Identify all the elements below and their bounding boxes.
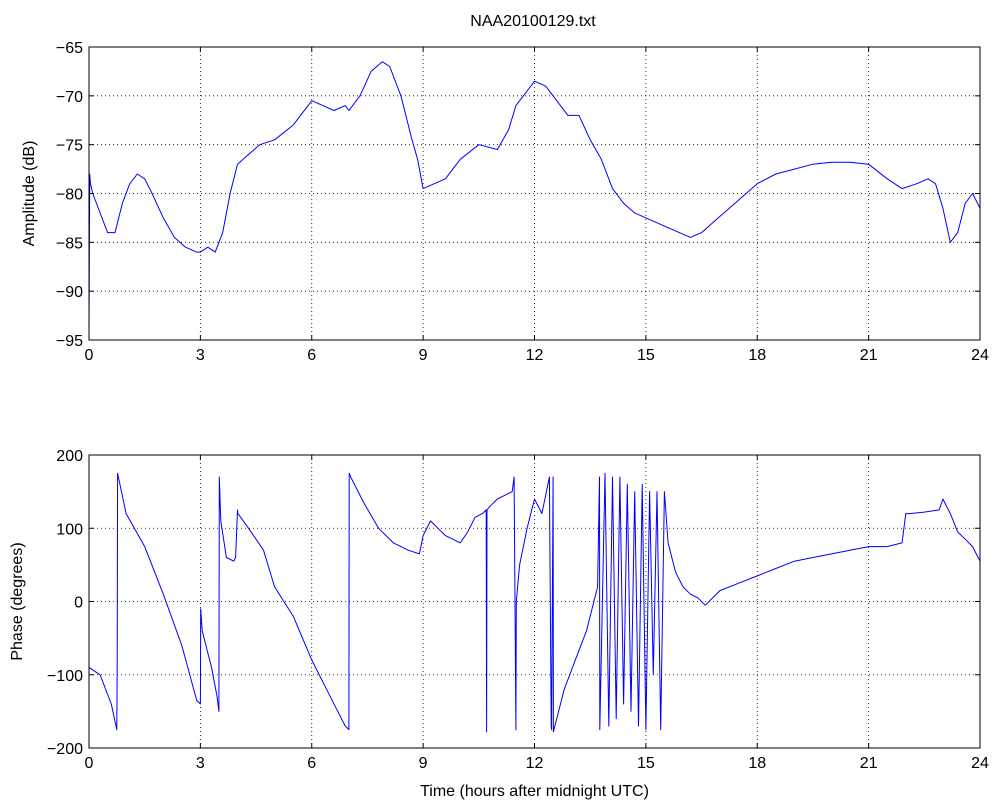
phase-y-tick-label: 100 (56, 521, 83, 538)
amplitude-y-tick-label: −90 (56, 284, 83, 301)
phase-x-ticks: 0 3 6 9 12 15 18 21 24 (85, 455, 989, 772)
amplitude-y-tick-label: −70 (56, 89, 83, 106)
phase-x-tick-label: 21 (860, 755, 878, 772)
amplitude-x-tick-label: 9 (419, 347, 428, 364)
amplitude-y-tick-label: −95 (56, 333, 83, 350)
amplitude-y-tick-label: −80 (56, 187, 83, 204)
phase-y-ticks: −200 −100 0 100 200 (47, 448, 980, 758)
amplitude-series (88, 61, 981, 331)
phase-y-tick-label: −100 (47, 668, 83, 685)
phase-x-tick-label: 0 (85, 755, 94, 772)
phase-plot: 0 3 6 9 12 15 18 21 24 −200 −100 0 100 200 Phase (de… (9, 448, 989, 800)
amplitude-axes-frame (88, 46, 981, 341)
phase-y-tick-label: −200 (47, 741, 83, 758)
amplitude-x-tick-label: 18 (748, 347, 766, 364)
phase-y-tick-label: 200 (56, 448, 83, 465)
phase-x-axis-label: Time (hours after midnight UTC) (420, 783, 649, 800)
phase-y-axis-label: Phase (degrees) (9, 542, 26, 660)
amplitude-x-tick-label: 12 (526, 347, 544, 364)
amplitude-x-tick-label: 15 (637, 347, 655, 364)
amplitude-x-ticks: 0 3 6 9 12 15 18 21 24 (85, 47, 989, 364)
amplitude-x-tick-label: 3 (196, 347, 205, 364)
phase-series (88, 472, 981, 733)
phase-x-tick-label: 15 (637, 755, 655, 772)
amplitude-y-tick-label: −85 (56, 235, 83, 252)
phase-x-tick-label: 9 (419, 755, 428, 772)
phase-x-tick-label: 6 (307, 755, 316, 772)
amplitude-x-tick-label: 0 (85, 347, 94, 364)
amplitude-y-axis-label: Amplitude (dB) (21, 141, 38, 247)
amplitude-y-tick-label: −75 (56, 138, 83, 155)
phase-series-line (88, 472, 981, 733)
phase-x-tick-label: 3 (196, 755, 205, 772)
phase-y-tick-label: 0 (74, 595, 83, 612)
amplitude-x-tick-label: 24 (971, 347, 989, 364)
chart-title: NAA20100129.txt (470, 13, 596, 30)
amplitude-y-tick-label: −65 (56, 40, 83, 57)
phase-axes-frame (88, 454, 981, 749)
amplitude-gridlines (89, 47, 980, 340)
amplitude-x-tick-label: 6 (307, 347, 316, 364)
phase-x-tick-label: 12 (526, 755, 544, 772)
amplitude-y-ticks: −95 −90 −85 −80 −75 −70 −65 (56, 40, 980, 350)
phase-x-tick-label: 24 (971, 755, 989, 772)
phase-x-tick-label: 18 (748, 755, 766, 772)
amplitude-plot: 0 3 6 9 12 15 18 21 24 −95 −90 −85 −80 −75 −70 −65 Amp… (21, 40, 989, 364)
amplitude-x-tick-label: 21 (860, 347, 878, 364)
amplitude-series-line (88, 61, 981, 331)
